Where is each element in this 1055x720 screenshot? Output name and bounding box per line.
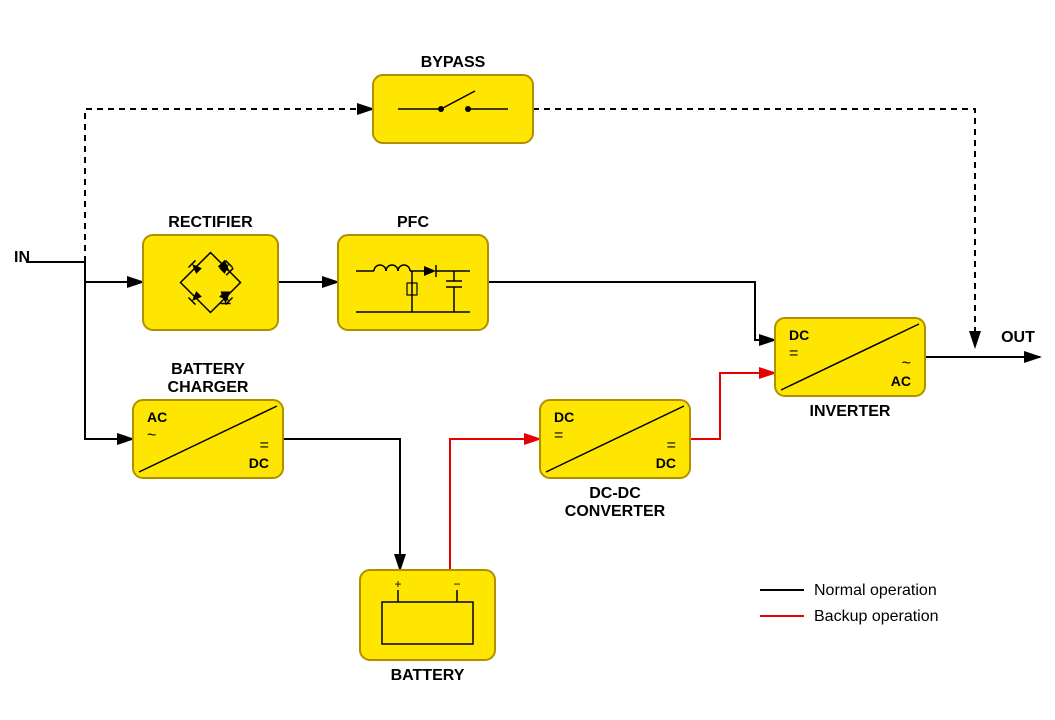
edge-in-charger bbox=[85, 262, 133, 439]
label-inverter: INVERTER bbox=[810, 403, 891, 420]
bypass-node-r bbox=[465, 106, 471, 112]
conv-br: AC bbox=[891, 373, 911, 389]
block-rect bbox=[373, 75, 533, 143]
io-in-label: IN bbox=[14, 249, 30, 266]
edge-charger-batt bbox=[283, 439, 400, 570]
edge-dcdc-inverter bbox=[690, 373, 775, 439]
block-pfc bbox=[338, 235, 488, 330]
label-charger: BATTERY bbox=[171, 361, 245, 378]
label-bypass: BYPASS bbox=[421, 54, 486, 71]
label-dcdc: DC-DC bbox=[589, 485, 641, 502]
label-dcdc: CONVERTER bbox=[565, 503, 666, 520]
conv-tl: DC bbox=[554, 409, 574, 425]
legend: Normal operation Backup operation bbox=[760, 582, 939, 625]
label-pfc: PFC bbox=[397, 214, 429, 231]
io-out-label: OUT bbox=[1001, 329, 1035, 346]
conv-tl: DC bbox=[789, 327, 809, 343]
conv-tl-sym: ~ bbox=[147, 427, 156, 444]
legend-label: Normal operation bbox=[814, 582, 937, 599]
block-bypass bbox=[373, 75, 533, 143]
block-rectifier bbox=[143, 235, 278, 330]
block-battery: +− bbox=[360, 570, 495, 660]
label-charger: CHARGER bbox=[168, 379, 249, 396]
edge-pfc-inverter bbox=[488, 282, 775, 340]
block-dcdc: DC=DC= bbox=[540, 400, 690, 478]
battery-plus: + bbox=[394, 577, 401, 591]
label-rectifier: RECTIFIER bbox=[168, 214, 253, 231]
block-inverter: DC = AC~ bbox=[775, 318, 925, 396]
conv-br-sym: ~ bbox=[902, 355, 911, 372]
block-rect bbox=[143, 235, 278, 330]
conv-br: DC bbox=[249, 455, 269, 471]
conv-br: DC bbox=[656, 455, 676, 471]
conv-br-sym: = bbox=[260, 437, 269, 454]
conv-tl: AC bbox=[147, 409, 167, 425]
block-charger: AC ~ DC= bbox=[133, 400, 283, 478]
legend-label: Backup operation bbox=[814, 608, 939, 625]
edge-batt-dcdc bbox=[450, 439, 540, 570]
battery-minus: − bbox=[453, 577, 460, 591]
label-battery: BATTERY bbox=[391, 667, 465, 684]
block-rect bbox=[360, 570, 495, 660]
conv-br-sym: = bbox=[667, 437, 676, 454]
conv-tl-sym: = bbox=[789, 345, 798, 362]
conv-tl-sym: = bbox=[554, 427, 563, 444]
